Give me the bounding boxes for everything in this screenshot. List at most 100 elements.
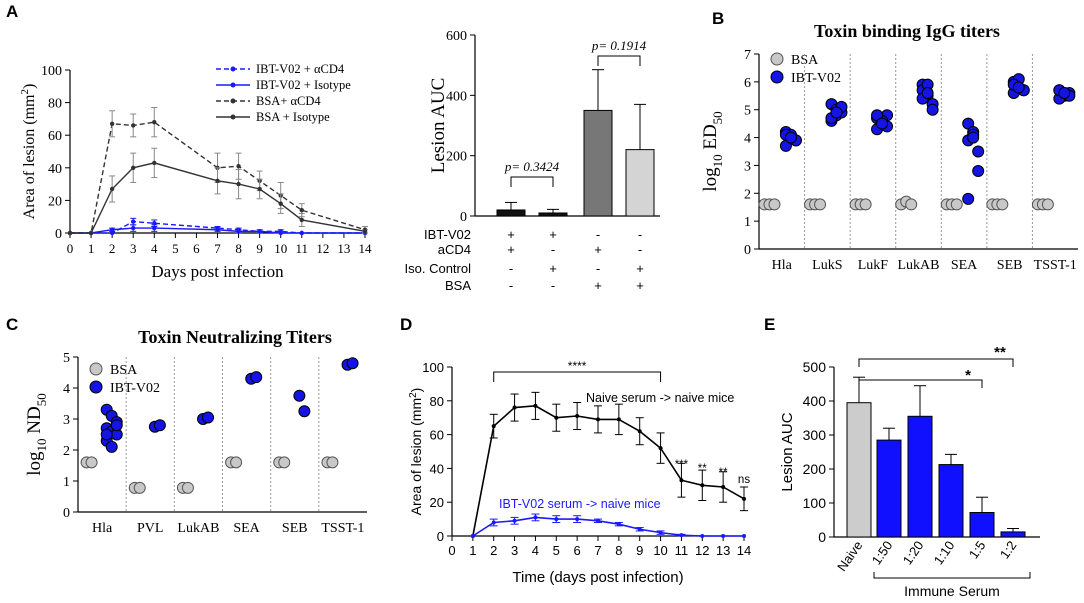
data-point: [299, 217, 304, 223]
series-line-0: [472, 405, 745, 537]
y-axis-title: log10 ND50: [24, 393, 49, 475]
chart-title: Toxin Neutralizing Titers: [138, 327, 332, 347]
bar: [846, 402, 872, 538]
data-point: [278, 230, 283, 236]
bsa-point: [85, 456, 98, 469]
x-tick-label: 4: [532, 543, 539, 558]
condition-sign: +: [549, 261, 557, 276]
bsa-point: [181, 481, 194, 494]
x-tick-label: 13: [716, 543, 730, 558]
ibt-point: [202, 411, 215, 424]
significance-bracket: [510, 176, 554, 187]
y-axis-title: Lesion AUC: [428, 78, 449, 174]
series-line-0: [70, 220, 365, 234]
data-point: [491, 424, 496, 429]
condition-sign: -: [638, 242, 642, 257]
data-point: [131, 225, 136, 231]
ibt-point: [105, 440, 118, 453]
y-tick-label: 5: [744, 104, 751, 119]
data-point: [742, 534, 746, 538]
condition-sign: +: [507, 227, 515, 242]
ibt-point: [250, 371, 263, 384]
data-point: [721, 534, 726, 538]
y-tick-label: 2: [744, 187, 751, 202]
condition-sign: -: [551, 278, 555, 293]
x-tick-label: 14: [359, 241, 373, 256]
data-point: [700, 483, 705, 488]
y-tick-label: 100: [803, 495, 827, 511]
category-label: 1:50: [869, 538, 896, 567]
data-point: [152, 221, 157, 226]
x-tick-label: 11: [675, 543, 689, 558]
significance-label: ***: [675, 459, 689, 471]
condition-sign: +: [636, 261, 644, 276]
legend-label-ibt: IBT-V02: [110, 381, 160, 396]
data-point: [533, 515, 538, 520]
y-tick-label: 100: [41, 64, 62, 79]
x-tick-label: 12: [316, 241, 329, 256]
y-tick-label: 400: [803, 393, 827, 409]
data-point: [236, 163, 241, 169]
x-axis-title: Time (days post infection): [512, 569, 683, 586]
data-point: [658, 446, 663, 451]
x-tick-label: 2: [490, 543, 497, 558]
y-tick-label: 0: [818, 529, 826, 545]
ibt-point: [100, 428, 113, 441]
condition-sign: -: [638, 227, 642, 242]
y-tick-label: 60: [430, 428, 444, 443]
bar: [496, 209, 526, 217]
category-label: Naive: [834, 538, 865, 574]
data-point: [742, 496, 746, 501]
x-tick-label: 7: [214, 241, 221, 256]
bar: [1000, 531, 1026, 538]
significance-label: **: [719, 467, 728, 479]
ibt-point: [293, 389, 306, 402]
legend-marker: [230, 82, 236, 88]
y-tick-label: 80: [48, 97, 62, 112]
y-tick-label: 3: [744, 159, 751, 174]
category-label: Hla: [92, 521, 113, 536]
group-bracket: [873, 572, 1031, 579]
data-point: [299, 230, 304, 236]
data-point: [67, 230, 73, 236]
chart-title: Toxin binding IgG titers: [814, 21, 1000, 41]
category-label: LukS: [812, 258, 842, 273]
x-tick-label: 1: [88, 241, 95, 256]
y-tick-label: 0: [437, 529, 444, 544]
legend-marker-ibt: [770, 70, 784, 84]
y-tick-label: 0: [460, 210, 467, 225]
y-tick-label: 20: [48, 194, 62, 209]
chart-a-lesion-auc: 0 200 400 600 Lesion AUC p= 0.3424 p= 0.1914 IB…: [405, 29, 660, 293]
data-point: [215, 178, 220, 184]
legend-label: BSA+ αCD4: [256, 94, 321, 108]
x-tick-label: 7: [594, 543, 601, 558]
bsa-point: [230, 456, 243, 469]
data-point: [596, 518, 600, 523]
data-point: [215, 227, 220, 232]
ibt-point: [153, 419, 166, 432]
bar: [907, 415, 933, 538]
bar: [938, 464, 964, 538]
category-label: SEA: [951, 258, 978, 273]
bsa-point: [326, 456, 339, 469]
data-point: [721, 484, 726, 489]
category-label: LukAB: [177, 521, 219, 536]
data-point: [679, 533, 684, 538]
data-point: [512, 518, 517, 523]
x-tick-label: 4: [151, 241, 158, 256]
bsa-point: [1041, 198, 1054, 211]
bsa-point: [905, 198, 918, 211]
data-point: [236, 229, 241, 234]
x-tick-label: 10: [653, 543, 667, 558]
y-tick-label: 1: [63, 475, 70, 490]
ibt-point: [972, 165, 985, 177]
significance-label: **: [698, 463, 707, 475]
legend-marker-ibt: [89, 380, 103, 394]
x-tick-label: 8: [615, 543, 622, 558]
legend-label-ibt: IBT-V02: [791, 71, 841, 86]
data-point: [109, 186, 115, 192]
category-label: LukAB: [898, 258, 940, 273]
data-point: [700, 534, 705, 538]
y-tick-label: 20: [430, 495, 444, 510]
condition-sign: -: [551, 242, 555, 257]
